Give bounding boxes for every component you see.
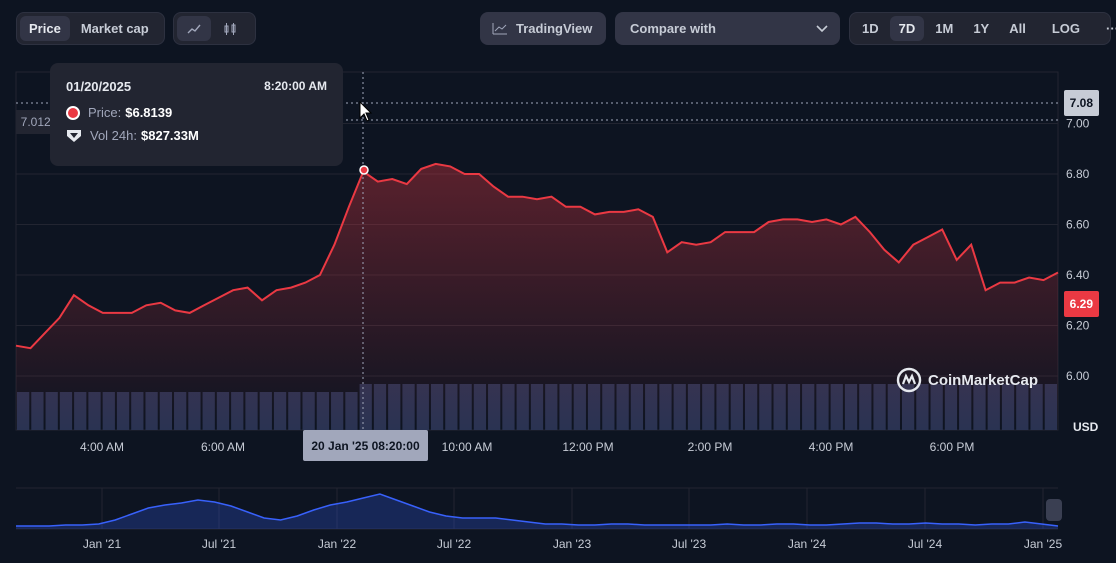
currency-label: USD	[1073, 420, 1099, 434]
overview-x-tick-label: Jan '25	[1024, 537, 1063, 551]
candlestick-icon[interactable]	[213, 16, 247, 41]
price-dot-icon	[66, 105, 80, 120]
x-tick-label: 4:00 PM	[809, 440, 854, 454]
overview-x-tick-label: Jan '23	[553, 537, 592, 551]
tab-price[interactable]: Price	[20, 16, 70, 41]
log-toggle[interactable]: LOG	[1051, 21, 1081, 36]
tradingview-button[interactable]: TradingView	[480, 12, 606, 45]
range-1d[interactable]: 1D	[862, 21, 879, 36]
x-tick-label: 4:00 AM	[80, 440, 124, 454]
price-area	[16, 163, 1058, 430]
tooltip-price-value: $6.8139	[125, 105, 173, 120]
range-7d[interactable]: 7D	[889, 16, 925, 41]
overview-x-tick-label: Jul '24	[908, 537, 943, 551]
y-tick-label: 6.40	[1066, 268, 1090, 282]
x-tick-label: 6:00 PM	[930, 440, 975, 454]
overview-x-tick-label: Jul '21	[202, 537, 237, 551]
y-tick-label: 7.00	[1066, 117, 1090, 131]
chevron-down-icon	[816, 24, 828, 32]
tooltip-vol-label: Vol 24h:	[90, 128, 137, 143]
tooltip-price-label: Price:	[88, 105, 122, 120]
overview-x-tick-label: Jul '22	[437, 537, 472, 551]
tradingview-icon	[492, 23, 507, 35]
tooltip-time: 8:20:00 AM	[264, 79, 327, 93]
y-tick-label: 6.20	[1066, 319, 1090, 333]
current-price-tag: 6.29	[1063, 291, 1099, 317]
compare-dropdown[interactable]: Compare with	[615, 12, 840, 45]
x-tick-label: 2:00 PM	[688, 440, 733, 454]
hover-point	[359, 165, 369, 175]
line-chart-icon[interactable]	[177, 16, 211, 41]
chart-type-tabs: Price Market cap	[16, 12, 165, 45]
overview-x-tick-label: Jul '23	[672, 537, 707, 551]
coinmarketcap-logo: CoinMarketCap	[896, 367, 1038, 393]
tooltip-date: 01/20/2025	[66, 79, 132, 94]
y-tick-label: 6.60	[1066, 218, 1090, 232]
overview-handle	[1046, 499, 1062, 521]
chart-style-tabs	[173, 12, 256, 45]
price-line	[15, 162, 1059, 350]
range-1y[interactable]: 1Y	[973, 21, 990, 36]
tooltip-vol-value: $827.33M	[141, 128, 199, 143]
range-all[interactable]: All	[1009, 21, 1026, 36]
y-tick-label: 6.00	[1066, 369, 1090, 383]
tab-market-cap[interactable]: Market cap	[80, 21, 149, 36]
more-button[interactable]: ···	[1106, 21, 1116, 36]
high-price-tag: 7.08	[1063, 90, 1099, 116]
range-1m[interactable]: 1M	[935, 21, 954, 36]
range-tabs: 1D 7D 1M 1Y All LOG ···	[849, 12, 1116, 45]
logo-text: CoinMarketCap	[928, 371, 1039, 389]
coinmarketcap-icon	[896, 367, 922, 393]
x-tick-label: 6:00 AM	[201, 440, 245, 454]
mouse-cursor-icon	[359, 101, 373, 122]
volume-icon	[67, 129, 81, 142]
overview-x-tick-label: Jan '22	[318, 537, 357, 551]
compare-label: Compare with	[630, 21, 716, 36]
overview-x-tick-label: Jan '21	[83, 537, 122, 551]
overview-line	[16, 493, 1059, 527]
tooltip: 01/20/2025 8:20:00 AM Price: $6.8139 Vol…	[50, 63, 343, 166]
x-tick-label: 12:00 PM	[562, 440, 613, 454]
tradingview-label: TradingView	[516, 21, 593, 36]
x-tick-label: 10:00 AM	[442, 440, 493, 454]
y-tick-label: 6.80	[1066, 167, 1090, 181]
overview-x-tick-label: Jan '24	[788, 537, 827, 551]
crosshair-x-label: 20 Jan '25 08:20:00	[303, 430, 428, 461]
